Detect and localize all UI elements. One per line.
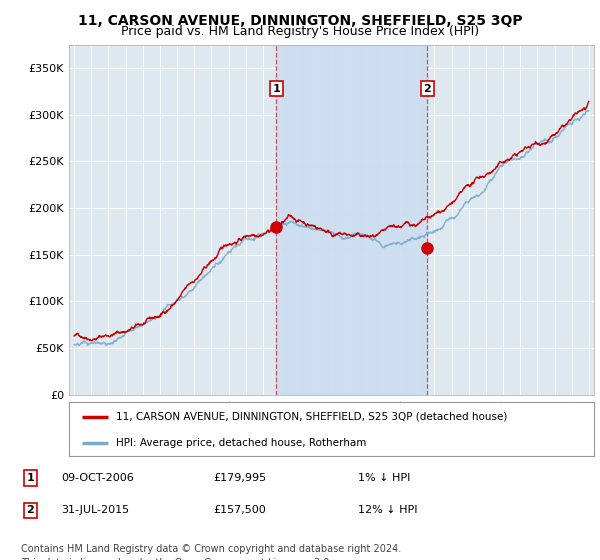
Text: 31-JUL-2015: 31-JUL-2015 bbox=[61, 505, 129, 515]
Text: £179,995: £179,995 bbox=[214, 473, 267, 483]
Text: 1: 1 bbox=[272, 83, 280, 94]
Text: 2: 2 bbox=[424, 83, 431, 94]
Text: 09-OCT-2006: 09-OCT-2006 bbox=[61, 473, 134, 483]
Text: 11, CARSON AVENUE, DINNINGTON, SHEFFIELD, S25 3QP (detached house): 11, CARSON AVENUE, DINNINGTON, SHEFFIELD… bbox=[116, 412, 508, 422]
Text: Contains HM Land Registry data © Crown copyright and database right 2024.
This d: Contains HM Land Registry data © Crown c… bbox=[21, 544, 401, 560]
Text: 1: 1 bbox=[26, 473, 34, 483]
Text: 11, CARSON AVENUE, DINNINGTON, SHEFFIELD, S25 3QP: 11, CARSON AVENUE, DINNINGTON, SHEFFIELD… bbox=[77, 14, 523, 28]
Text: Price paid vs. HM Land Registry's House Price Index (HPI): Price paid vs. HM Land Registry's House … bbox=[121, 25, 479, 38]
Text: 1% ↓ HPI: 1% ↓ HPI bbox=[358, 473, 410, 483]
Text: £157,500: £157,500 bbox=[214, 505, 266, 515]
Bar bbox=[276, 45, 427, 395]
Text: 2: 2 bbox=[26, 505, 34, 515]
Text: HPI: Average price, detached house, Rotherham: HPI: Average price, detached house, Roth… bbox=[116, 438, 367, 447]
Text: 12% ↓ HPI: 12% ↓ HPI bbox=[358, 505, 417, 515]
